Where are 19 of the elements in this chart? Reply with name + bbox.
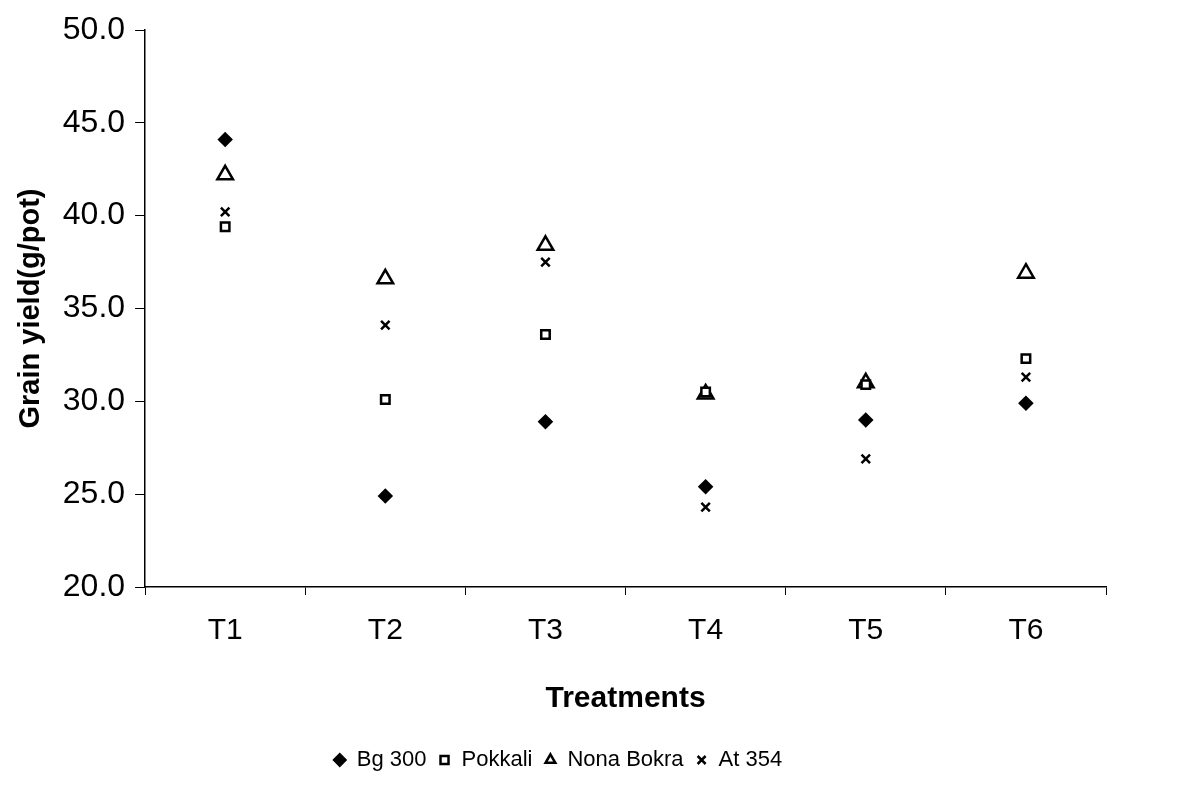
x-tick-label: T1 <box>207 612 243 646</box>
y-tick-label: 50.0 <box>62 9 126 46</box>
legend-label: At 354 <box>718 746 783 772</box>
y-tick-label: 20.0 <box>62 566 126 603</box>
x-tick-label: T4 <box>688 612 724 646</box>
y-axis-title: Grain yield(g/pot) <box>13 188 46 429</box>
y-tick-label: 25.0 <box>62 473 126 510</box>
y-tick-label: 35.0 <box>62 288 126 325</box>
legend-label: Nona Bokra <box>567 746 685 772</box>
x-tick-label: T3 <box>527 612 563 646</box>
legend-label: Pokkali <box>461 746 533 772</box>
x-tick-label: T5 <box>848 612 884 646</box>
y-tick-label: 45.0 <box>62 102 126 139</box>
x-axis-title: Treatments <box>545 680 706 714</box>
y-tick-label: 40.0 <box>62 195 126 232</box>
y-tick-label: 30.0 <box>62 381 126 418</box>
legend-label: Bg 300 <box>356 746 427 772</box>
x-tick-label: T6 <box>1008 612 1044 646</box>
x-tick-label: T2 <box>367 612 403 646</box>
